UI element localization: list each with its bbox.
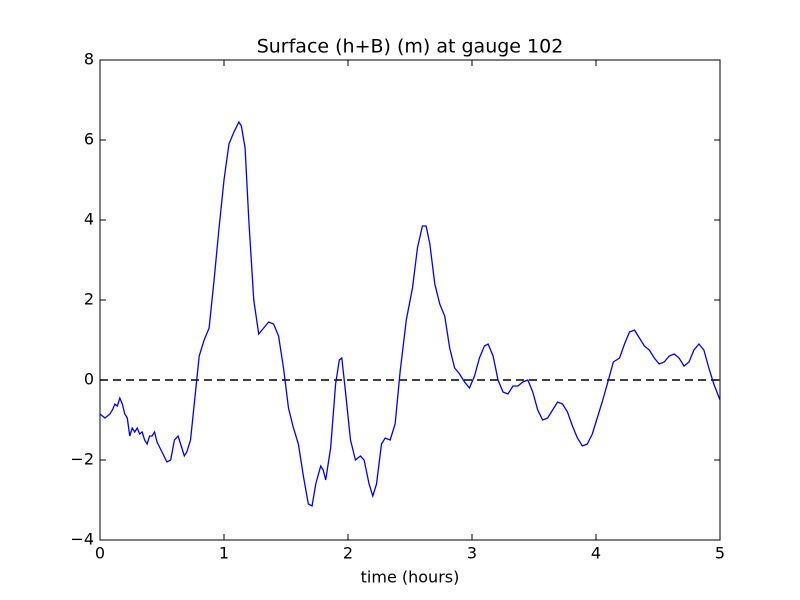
x-tick-label: 3 <box>467 544 477 563</box>
y-tick-label: 4 <box>84 210 94 229</box>
y-tick-label: 6 <box>84 130 94 149</box>
x-axis-label: time (hours) <box>361 568 460 587</box>
x-tick-label: 1 <box>219 544 229 563</box>
y-tick-label: 8 <box>84 50 94 69</box>
y-tick-label: 0 <box>84 370 94 389</box>
y-tick-label: −4 <box>70 530 94 549</box>
data-line <box>99 120 721 508</box>
x-tick-label: 5 <box>715 544 725 563</box>
x-tick-label: 0 <box>95 544 105 563</box>
y-tick-label: −2 <box>70 450 94 469</box>
chart-title: Surface (h+B) (m) at gauge 102 <box>257 36 564 58</box>
y-tick-label: 2 <box>84 290 94 309</box>
x-tick-label: 4 <box>591 544 601 563</box>
x-tick-label: 2 <box>343 544 353 563</box>
